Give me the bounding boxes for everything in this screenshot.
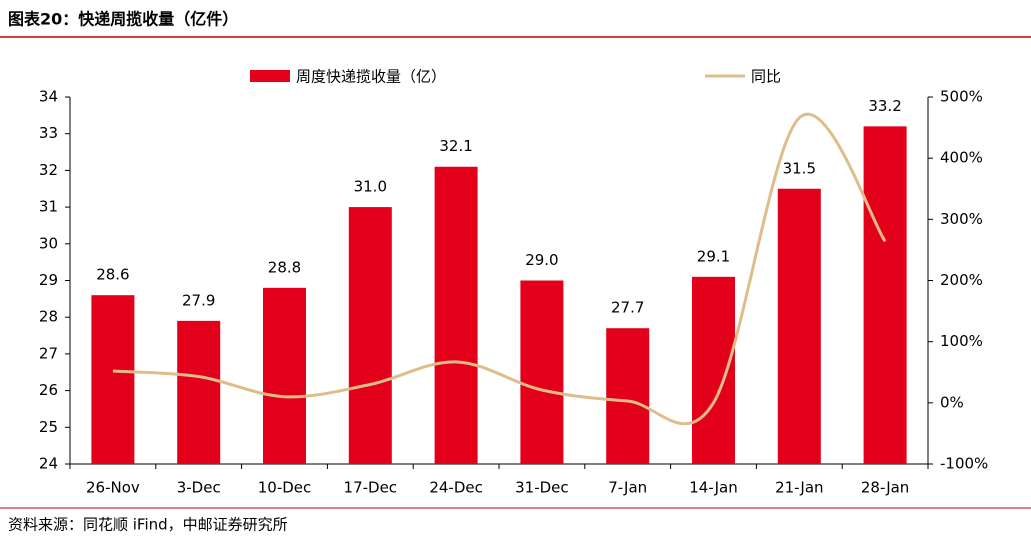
x-tick-label: 28-Jan <box>861 479 909 497</box>
data-label: 28.6 <box>96 266 129 284</box>
bar <box>263 287 306 464</box>
y-tick-label: 27 <box>39 344 58 362</box>
data-label: 31.5 <box>783 159 816 177</box>
source: 资料来源：同花顺 iFind，中邮证券研究所 <box>8 516 288 534</box>
data-label: 28.8 <box>268 258 301 276</box>
y2-tick-label: 200% <box>940 271 983 289</box>
bar <box>434 166 478 465</box>
data-label: 33.2 <box>868 97 901 115</box>
legend-label: 同比 <box>751 68 781 86</box>
y-tick-label: 32 <box>39 161 58 179</box>
x-tick-label: 31-Dec <box>515 479 569 497</box>
y-tick-label: 34 <box>39 88 58 106</box>
y-tick-label: 25 <box>39 418 58 436</box>
x-tick-label: 17-Dec <box>344 479 398 497</box>
y-tick-label: 30 <box>39 234 58 252</box>
bar <box>692 276 735 464</box>
line <box>112 112 887 426</box>
x-tick-label: 21-Jan <box>775 479 823 497</box>
y2-tick-label: -100% <box>940 455 988 473</box>
data-label: 31.0 <box>354 178 387 196</box>
x-tick-label: 14-Jan <box>689 479 737 497</box>
data-label: 29.1 <box>697 247 730 265</box>
y-tick-label: 33 <box>39 124 58 142</box>
y2-tick-label: 300% <box>940 210 983 228</box>
y2-tick-label: 500% <box>940 88 983 106</box>
x-tick-label: 24-Dec <box>429 479 483 497</box>
y-tick-label: 28 <box>39 308 58 326</box>
bar <box>863 126 907 465</box>
x-tick-label: 3-Dec <box>177 479 221 497</box>
data-label: 27.7 <box>611 299 644 317</box>
chart-title: 图表20：快递周揽收量（亿件） <box>8 10 238 29</box>
bar <box>606 328 650 464</box>
y2-tick-label: 400% <box>940 149 983 167</box>
y-tick-label: 29 <box>39 271 58 289</box>
legend-label: 周度快递揽收量（亿） <box>296 68 446 86</box>
y2-tick-label: 100% <box>940 332 983 350</box>
y-tick-label: 31 <box>39 198 58 216</box>
y-tick-label: 24 <box>39 455 58 473</box>
legend-swatch <box>250 70 290 82</box>
bar <box>520 280 564 464</box>
y2-tick-label: 0% <box>940 393 964 411</box>
x-tick-label: 10-Dec <box>258 479 312 497</box>
bar <box>91 295 135 464</box>
bar <box>348 207 392 464</box>
data-label: 29.0 <box>525 251 558 269</box>
data-label: 32.1 <box>439 137 472 155</box>
x-tick-label: 7-Jan <box>608 479 647 497</box>
bar <box>177 320 221 464</box>
x-tick-label: 26-Nov <box>86 479 140 497</box>
data-label: 27.9 <box>182 291 215 309</box>
bar <box>777 188 821 464</box>
y-tick-label: 26 <box>39 381 58 399</box>
